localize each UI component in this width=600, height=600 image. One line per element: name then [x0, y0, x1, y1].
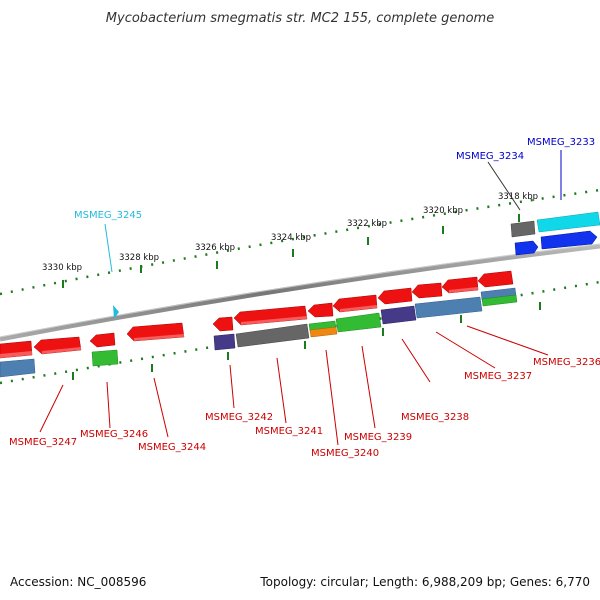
scale-label-3322: 3322 kbp — [347, 219, 387, 229]
connector-msmeg-3234 — [487, 161, 521, 211]
feature-msmeg-3233-cyan — [536, 211, 600, 233]
accession-label: Accession: NC_008596 — [10, 575, 147, 589]
scale-label-3330: 3330 kbp — [42, 263, 82, 273]
connector-msmeg-3240 — [325, 349, 339, 446]
feature-red-8 — [477, 270, 514, 288]
gene-label-msmeg-3237[interactable]: MSMEG_3237 — [464, 371, 532, 382]
scale-label-3328: 3328 kbp — [119, 253, 159, 263]
genome-backbone — [0, 243, 600, 342]
outer-scale-major-ticks — [62, 214, 520, 288]
gene-label-msmeg-3242[interactable]: MSMEG_3242 — [205, 412, 273, 423]
connector-msmeg-3245 — [104, 223, 113, 273]
gene-label-msmeg-3234[interactable]: MSMEG_3234 — [456, 151, 524, 162]
feature-red-5 — [377, 287, 413, 305]
genome-summary-label: Topology: circular; Length: 6,988,209 bp… — [260, 575, 590, 589]
feature-msmeg-3237-steelblue — [414, 296, 483, 319]
gene-label-msmeg-3233[interactable]: MSMEG_3233 — [527, 137, 595, 148]
gene-label-msmeg-3241[interactable]: MSMEG_3241 — [255, 426, 323, 437]
gene-label-msmeg-3247[interactable]: MSMEG_3247 — [9, 437, 77, 448]
feature-msmeg-3245-cyan-arrowhead — [113, 305, 119, 319]
feature-blue-arrow-2 — [540, 230, 598, 250]
feature-msmeg-3246-red — [89, 332, 116, 348]
feature-msmeg-3239-green — [335, 312, 382, 333]
connector-msmeg-3241 — [276, 357, 287, 424]
feature-msmeg-3234-grey — [510, 220, 536, 238]
connector-msmeg-3244 — [153, 377, 169, 438]
connector-msmeg-3246 — [106, 381, 111, 429]
page-title: Mycobacterium smegmatis str. MC2 155, co… — [105, 11, 495, 26]
gene-label-msmeg-3238[interactable]: MSMEG_3238 — [401, 412, 469, 423]
feature-steelblue-left — [0, 358, 36, 378]
feature-msmeg-3242-purple — [213, 333, 236, 351]
inner-scale-major-ticks — [72, 302, 541, 380]
gene-label-msmeg-3245[interactable]: MSMEG_3245 — [74, 210, 142, 221]
feature-red-6 — [411, 282, 443, 299]
gene-label-msmeg-3239[interactable]: MSMEG_3239 — [344, 432, 412, 443]
connector-msmeg-3236 — [466, 325, 549, 356]
scale-label-3326: 3326 kbp — [195, 243, 235, 253]
gene-label-msmeg-3246[interactable]: MSMEG_3246 — [80, 429, 148, 440]
connector-msmeg-3239 — [361, 345, 376, 429]
feature-msmeg-3238-purple — [380, 305, 417, 325]
gene-label-msmeg-3240[interactable]: MSMEG_3240 — [311, 448, 379, 459]
feature-msmeg-3242-red — [212, 316, 234, 332]
scale-label-3320: 3320 kbp — [423, 206, 463, 216]
scale-label-3324: 3324 kbp — [271, 233, 311, 243]
feature-msmeg-3246-green — [91, 349, 119, 367]
scale-label-3318: 3318 kbp — [498, 192, 538, 202]
feature-msmeg-3241-grey — [235, 323, 310, 348]
gene-label-msmeg-3244[interactable]: MSMEG_3244 — [138, 442, 206, 453]
feature-msmeg-3240-orange — [309, 326, 338, 338]
connector-msmeg-3238 — [401, 338, 431, 383]
feature-msmeg-3236-green — [481, 294, 518, 307]
feature-red-3 — [307, 302, 334, 318]
connector-msmeg-3242 — [229, 364, 235, 409]
gene-label-msmeg-3236[interactable]: MSMEG_3236 — [533, 357, 600, 368]
feature-blue-arrow-1 — [514, 240, 539, 256]
connector-msmeg-3247 — [39, 384, 64, 433]
connector-msmeg-3237 — [435, 331, 496, 369]
